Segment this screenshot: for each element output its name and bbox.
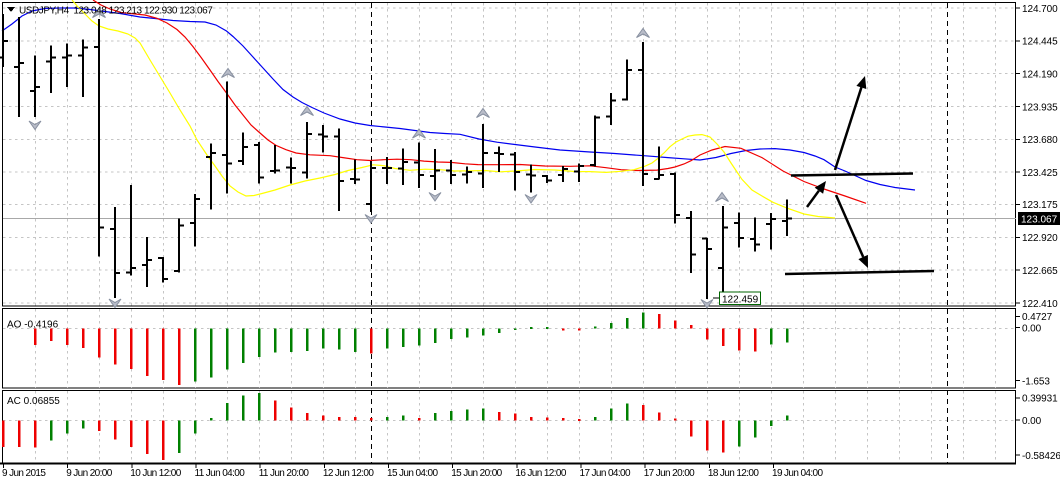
svg-text:USDJPY,H4 123.048 123.213 122: USDJPY,H4 123.048 123.213 122.930 123.06… [19,6,213,17]
svg-text:122.410: 122.410 [1022,299,1058,310]
svg-text:17 Jun 20:00: 17 Jun 20:00 [644,468,695,479]
svg-text:-0.58426: -0.58426 [1022,451,1060,462]
svg-text:124.700: 124.700 [1022,4,1058,15]
svg-text:0.00: 0.00 [1022,416,1042,427]
svg-text:9 Jun 20:00: 9 Jun 20:00 [66,468,113,479]
svg-text:122.920: 122.920 [1022,233,1058,244]
svg-text:12 Jun 12:00: 12 Jun 12:00 [323,468,374,479]
svg-text:18 Jun 12:00: 18 Jun 12:00 [708,468,759,479]
svg-text:0.39931: 0.39931 [1022,394,1058,405]
svg-text:11 Jun 20:00: 11 Jun 20:00 [259,468,310,479]
svg-text:17 Jun 04:00: 17 Jun 04:00 [580,468,631,479]
svg-text:19 Jun 04:00: 19 Jun 04:00 [772,468,823,479]
svg-text:9 Jun 2015: 9 Jun 2015 [2,468,46,479]
svg-text:124.445: 124.445 [1022,37,1058,48]
svg-text:123.175: 123.175 [1022,200,1058,211]
svg-text:AO -0.4196: AO -0.4196 [7,320,59,331]
svg-text:124.190: 124.190 [1022,70,1058,81]
svg-text:16 Jun 12:00: 16 Jun 12:00 [515,468,566,479]
svg-text:123.935: 123.935 [1022,102,1058,113]
svg-text:15 Jun 04:00: 15 Jun 04:00 [387,468,438,479]
svg-text:AC 0.06855: AC 0.06855 [7,396,60,407]
svg-text:122.459: 122.459 [722,295,759,306]
svg-text:-1.653: -1.653 [1022,377,1050,388]
svg-text:123.067: 123.067 [1021,215,1058,226]
svg-text:11 Jun 04:00: 11 Jun 04:00 [195,468,246,479]
svg-text:0.00: 0.00 [1022,323,1042,334]
svg-text:122.665: 122.665 [1022,266,1058,277]
svg-text:0.4727: 0.4727 [1022,312,1053,323]
svg-text:123.425: 123.425 [1022,168,1058,179]
svg-text:123.680: 123.680 [1022,135,1058,146]
svg-text:10 Jun 12:00: 10 Jun 12:00 [130,468,181,479]
svg-text:15 Jun 20:00: 15 Jun 20:00 [451,468,502,479]
